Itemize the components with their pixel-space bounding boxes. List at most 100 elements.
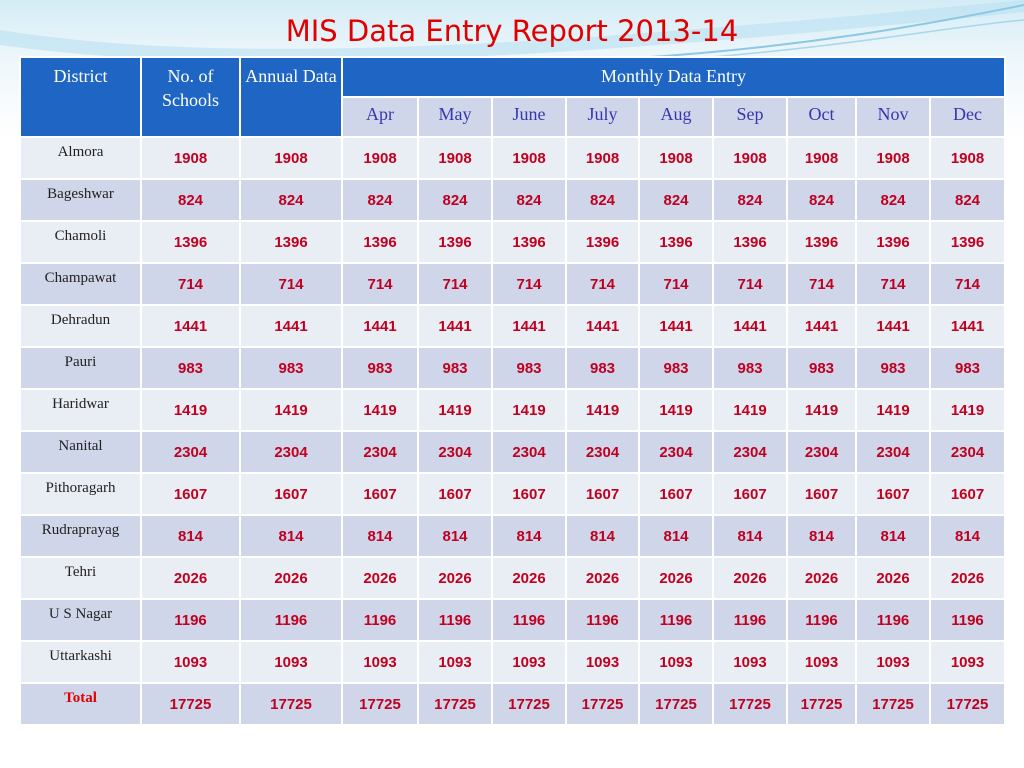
value-cell: 714 (417, 262, 493, 306)
value-cell: 714 (786, 262, 857, 306)
header-month: Nov (855, 96, 931, 138)
value-cell: 2304 (341, 430, 419, 474)
value-cell: 1196 (140, 598, 241, 642)
value-cell: 1607 (712, 472, 788, 516)
value-cell: 2304 (855, 430, 931, 474)
value-cell: 983 (712, 346, 788, 390)
value-cell: 1908 (239, 136, 343, 180)
header-schools: No. of Schools (140, 56, 241, 138)
district-cell: Champawat (19, 262, 142, 306)
table-row: Rudraprayag 814 814 814 814 814 814 814 814 814 81… (19, 514, 1006, 558)
value-cell: 1908 (341, 136, 419, 180)
value-cell: 824 (239, 178, 343, 222)
table-row: Pauri 983 983 983 983 983 983 983 983 983 983 983 (19, 346, 1006, 390)
value-cell: 714 (638, 262, 714, 306)
district-cell: Chamoli (19, 220, 142, 264)
value-cell: 1419 (565, 388, 640, 432)
value-cell: 2026 (417, 556, 493, 600)
value-cell: 17725 (140, 682, 241, 726)
value-cell: 824 (140, 178, 241, 222)
value-cell: 1441 (140, 304, 241, 348)
value-cell: 983 (417, 346, 493, 390)
value-cell: 1093 (491, 640, 567, 684)
value-cell: 983 (855, 346, 931, 390)
value-cell: 1396 (929, 220, 1006, 264)
value-cell: 1908 (565, 136, 640, 180)
value-cell: 1396 (638, 220, 714, 264)
value-cell: 714 (855, 262, 931, 306)
slide-title: MIS Data Entry Report 2013-14 (285, 14, 739, 48)
value-cell: 1093 (638, 640, 714, 684)
district-cell: U S Nagar (19, 598, 142, 642)
value-cell: 1607 (855, 472, 931, 516)
table-row: Champawat 714 714 714 714 714 714 714 714 714 714 7… (19, 262, 1006, 306)
value-cell: 824 (491, 178, 567, 222)
value-cell: 1607 (140, 472, 241, 516)
value-cell: 814 (341, 514, 419, 558)
value-cell: 1908 (140, 136, 241, 180)
value-cell: 2026 (712, 556, 788, 600)
value-cell: 824 (712, 178, 788, 222)
value-cell: 17725 (855, 682, 931, 726)
table-row: Almora 1908 1908 1908 1908 1908 1908 1908 1908 19… (19, 136, 1006, 180)
value-cell: 983 (239, 346, 343, 390)
district-cell: Pithoragarh (19, 472, 142, 516)
value-cell: 17725 (638, 682, 714, 726)
value-cell: 1441 (341, 304, 419, 348)
value-cell: 714 (491, 262, 567, 306)
value-cell: 1441 (929, 304, 1006, 348)
value-cell: 814 (565, 514, 640, 558)
header-district: District (19, 56, 142, 138)
value-cell: 1196 (638, 598, 714, 642)
table-row: Haridwar 1419 1419 1419 1419 1419 1419 1419 1419… (19, 388, 1006, 432)
value-cell: 1419 (855, 388, 931, 432)
value-cell: 1396 (565, 220, 640, 264)
value-cell: 824 (929, 178, 1006, 222)
value-cell: 1908 (786, 136, 857, 180)
value-cell: 714 (712, 262, 788, 306)
value-cell: 1419 (417, 388, 493, 432)
value-cell: 714 (239, 262, 343, 306)
value-cell: 1093 (855, 640, 931, 684)
value-cell: 2304 (140, 430, 241, 474)
report-table: District No. of Schools Annual Data Mont… (19, 56, 1006, 726)
value-cell: 1441 (239, 304, 343, 348)
value-cell: 2304 (929, 430, 1006, 474)
value-cell: 1607 (239, 472, 343, 516)
value-cell: 1419 (638, 388, 714, 432)
value-cell: 17725 (786, 682, 857, 726)
value-cell: 1607 (417, 472, 493, 516)
value-cell: 1196 (491, 598, 567, 642)
value-cell: 1607 (491, 472, 567, 516)
district-cell: Tehri (19, 556, 142, 600)
value-cell: 2304 (417, 430, 493, 474)
value-cell: 1607 (638, 472, 714, 516)
value-cell: 2304 (491, 430, 567, 474)
value-cell: 824 (565, 178, 640, 222)
value-cell: 1093 (417, 640, 493, 684)
value-cell: 814 (491, 514, 567, 558)
value-cell: 1419 (491, 388, 567, 432)
value-cell: 1396 (786, 220, 857, 264)
table-row: Pithoragarh 1607 1607 1607 1607 1607 1607 1607 1… (19, 472, 1006, 516)
value-cell: 814 (786, 514, 857, 558)
value-cell: 824 (341, 178, 419, 222)
header-month: Oct (786, 96, 857, 138)
value-cell: 983 (638, 346, 714, 390)
value-cell: 2304 (565, 430, 640, 474)
value-cell: 983 (341, 346, 419, 390)
value-cell: 814 (140, 514, 241, 558)
value-cell: 2304 (786, 430, 857, 474)
value-cell: 1908 (929, 136, 1006, 180)
value-cell: 1196 (929, 598, 1006, 642)
value-cell: 1419 (712, 388, 788, 432)
value-cell: 1419 (341, 388, 419, 432)
table-row: U S Nagar 1196 1196 1196 1196 1196 1196 1196 119… (19, 598, 1006, 642)
value-cell: 814 (417, 514, 493, 558)
value-cell: 824 (417, 178, 493, 222)
value-cell: 983 (786, 346, 857, 390)
value-cell: 17725 (239, 682, 343, 726)
value-cell: 2026 (341, 556, 419, 600)
value-cell: 1419 (929, 388, 1006, 432)
